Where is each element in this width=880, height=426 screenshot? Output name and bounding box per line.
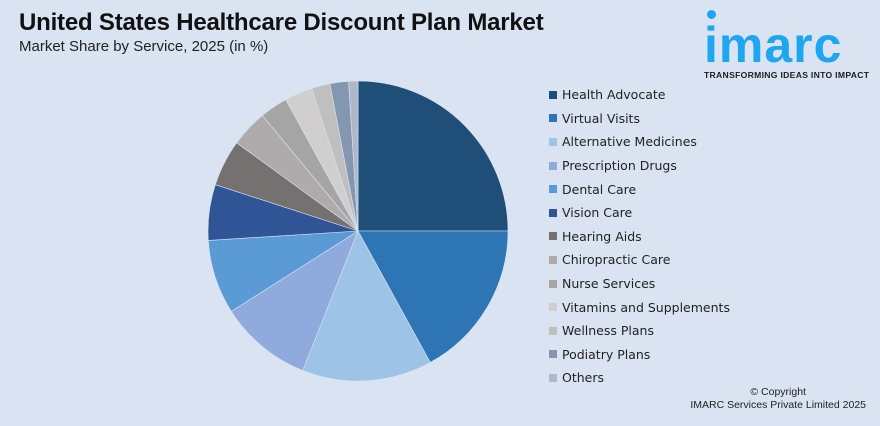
legend-label: Health Advocate <box>562 87 666 103</box>
legend-label: Chiropractic Care <box>562 252 671 268</box>
legend-swatch-icon <box>549 326 557 335</box>
legend-item: Others <box>549 366 730 390</box>
legend-label: Alternative Medicines <box>562 134 697 150</box>
legend-item: Virtual Visits <box>549 107 730 131</box>
legend-swatch-icon <box>549 185 557 194</box>
logo-wordmark: imarc <box>704 17 843 73</box>
legend-label: Nurse Services <box>562 276 656 292</box>
legend-item: Vision Care <box>549 201 730 225</box>
chart-title: United States Healthcare Discount Plan M… <box>19 9 544 36</box>
legend-label: Vision Care <box>562 205 633 221</box>
pie-slice-health-advocate <box>357 80 509 232</box>
copyright-line-1: © Copyright <box>750 386 806 398</box>
chart-legend: Health Advocate Virtual Visits Alternative… <box>549 83 730 390</box>
legend-item: Health Advocate <box>549 83 730 107</box>
legend-swatch-icon <box>549 232 557 241</box>
copyright-notice: © Copyright IMARC Services Private Limit… <box>690 386 866 412</box>
legend-label: Wellness Plans <box>562 323 654 339</box>
pie-slice-prescription-drugs <box>230 230 359 371</box>
legend-label: Vitamins and Supplements <box>562 299 730 315</box>
legend-label: Virtual Visits <box>562 110 640 126</box>
legend-label: Prescription Drugs <box>562 158 677 174</box>
pie-slice-others <box>348 80 359 232</box>
legend-item: Wellness Plans <box>549 319 730 343</box>
legend-swatch-icon <box>549 137 557 146</box>
logo-tagline: TRANSFORMING IDEAS INTO IMPACT <box>704 70 870 80</box>
copyright-line-2: IMARC Services Private Limited 2025 <box>690 399 866 411</box>
legend-swatch-icon <box>549 161 557 170</box>
legend-item: Vitamins and Supplements <box>549 295 730 319</box>
legend-item: Prescription Drugs <box>549 154 730 178</box>
legend-label: Others <box>562 370 605 386</box>
legend-swatch-icon <box>549 279 557 288</box>
legend-item: Chiropractic Care <box>549 248 730 272</box>
legend-swatch-icon <box>549 114 557 123</box>
pie-slice-alternative-medicines <box>302 230 431 382</box>
logo-dot-icon <box>707 10 716 19</box>
legend-item: Hearing Aids <box>549 225 730 249</box>
legend-label: Hearing Aids <box>562 228 642 244</box>
legend-item: Nurse Services <box>549 272 730 296</box>
legend-swatch-icon <box>549 90 557 99</box>
pie-slice-virtual-visits <box>357 230 509 363</box>
legend-item: Dental Care <box>549 177 730 201</box>
legend-swatch-icon <box>549 255 557 264</box>
legend-label: Podiatry Plans <box>562 346 651 362</box>
legend-item: Alternative Medicines <box>549 130 730 154</box>
legend-swatch-icon <box>549 373 557 382</box>
legend-swatch-icon <box>549 303 557 312</box>
legend-swatch-icon <box>549 208 557 217</box>
imarc-logo: imarc TRANSFORMING IDEAS INTO IMPACT <box>700 6 875 82</box>
legend-item: Podiatry Plans <box>549 343 730 367</box>
chart-subtitle: Market Share by Service, 2025 (in %) <box>19 38 269 55</box>
legend-swatch-icon <box>549 350 557 359</box>
legend-label: Dental Care <box>562 181 637 197</box>
